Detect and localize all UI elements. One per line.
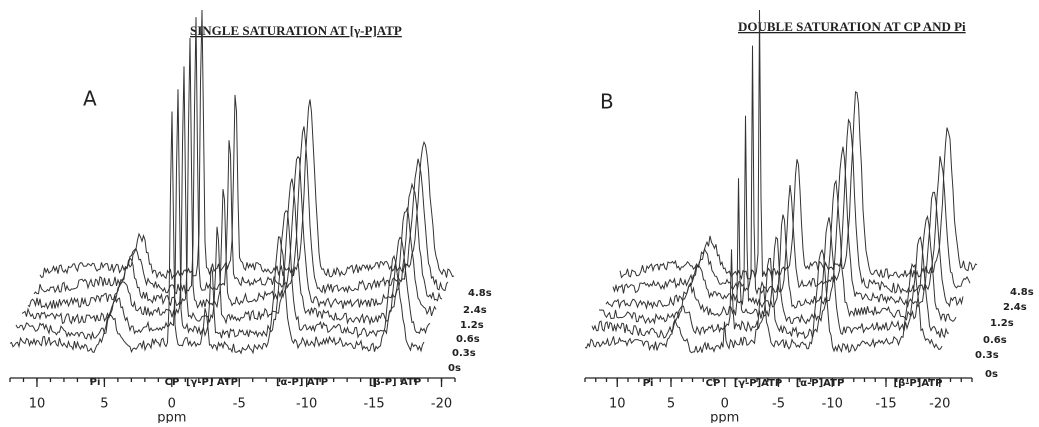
spectrum-trace: [598, 178, 957, 325]
x-axis-label: ppm: [710, 411, 739, 424]
peak-label: [γ-P] ATP: [186, 377, 238, 388]
spectrum-trace: [15, 89, 431, 341]
time-label: 0.6s: [456, 334, 480, 345]
x-tick-label: -20: [929, 397, 950, 412]
x-axis-label: ppm: [157, 411, 186, 424]
time-label: 4.8s: [468, 288, 492, 299]
time-label: 0.3s: [452, 348, 476, 359]
peak-label: [α-P]ATP: [796, 378, 845, 389]
time-label: 4.8s: [1010, 287, 1034, 298]
x-tick-label: -10: [822, 397, 843, 412]
x-tick-label: -15: [875, 397, 896, 412]
spectrum-trace: [21, 66, 437, 326]
time-label: 0.6s: [983, 335, 1007, 346]
x-tick-label: 0: [721, 397, 729, 412]
peak-label: [γ-P]ATP: [734, 378, 783, 389]
peak-label: [α-P] ATP: [276, 377, 328, 388]
peak-label: [β-P] ATP: [369, 377, 421, 388]
peak-label: CP: [706, 378, 721, 389]
spectrum-trace: [619, 9, 978, 281]
panel-label: B: [600, 90, 614, 114]
x-tick-label: -20: [431, 397, 452, 412]
time-label: 2.4s: [1003, 302, 1027, 313]
peak-label: Pi: [643, 378, 654, 389]
x-tick-label: -5: [233, 397, 246, 412]
time-label: 0s: [985, 369, 998, 380]
peak-label: CP: [165, 377, 180, 388]
spectrum-trace: [39, 9, 455, 281]
panel-title: DOUBLE SATURATION AT CP AND Pi: [738, 19, 966, 34]
time-label: 1.2s: [990, 318, 1014, 329]
peak-label: [β-P]ATP: [894, 378, 943, 389]
spectrum-trace: [612, 45, 971, 296]
x-tick-label: 10: [29, 397, 46, 412]
x-tick-label: 5: [667, 397, 675, 412]
x-tick-label: 5: [100, 397, 108, 412]
spectrum-trace: [584, 248, 943, 354]
peak-label: Pi: [90, 377, 101, 388]
spectrum-trace: [605, 115, 964, 310]
x-tick-label: -5: [772, 397, 785, 412]
panel-title: SINGLE SATURATION AT [γ-P]ATP: [190, 23, 402, 38]
spectrum-trace: [9, 111, 425, 355]
spectrum-trace: [33, 17, 449, 295]
time-label: 1.2s: [460, 320, 484, 331]
x-tick-label: 0: [168, 397, 176, 412]
spectrum-trace: [27, 37, 443, 310]
time-label: 2.4s: [463, 305, 487, 316]
x-tick-label: 10: [609, 397, 626, 412]
spectrum-trace: [591, 217, 950, 340]
time-label: 0.3s: [975, 350, 999, 361]
x-tick-label: -10: [296, 397, 317, 412]
x-tick-label: -15: [363, 397, 384, 412]
panel-label: A: [83, 87, 97, 111]
time-label: 0s: [448, 363, 461, 374]
